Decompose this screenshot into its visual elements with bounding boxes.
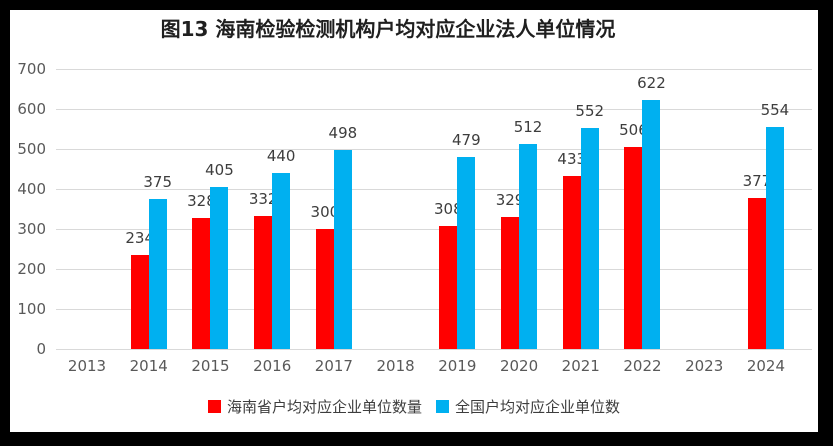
- y-axis-label-300: 300: [17, 220, 46, 238]
- bar-national-2019: [457, 157, 476, 349]
- gridline-0: [56, 348, 812, 350]
- x-axis-label-2015: 2015: [191, 357, 230, 375]
- data-label-national-2022: 622: [637, 74, 666, 92]
- data-label-hainan-2022: 506: [619, 121, 648, 139]
- bar-national-2022: [642, 100, 661, 349]
- x-axis-label-2017: 2017: [314, 357, 353, 375]
- data-label-national-2021: 552: [575, 102, 605, 120]
- bar-hainan-2024: [747, 198, 766, 349]
- x-axis-label-2020: 2020: [499, 357, 539, 375]
- data-label-hainan-2024: 377: [742, 172, 772, 190]
- bar-national-2020: [519, 144, 538, 349]
- x-axis-label-2014: 2014: [129, 357, 168, 375]
- x-axis-label-2023: 2023: [685, 357, 724, 375]
- data-label-hainan-2016: 332: [248, 190, 278, 208]
- y-axis-label-0: 0: [36, 340, 46, 358]
- y-axis-label-100: 100: [17, 300, 46, 318]
- bar-hainan-2022: [624, 147, 643, 349]
- chart-canvas: [10, 10, 818, 432]
- data-label-national-2017: 498: [328, 124, 358, 142]
- bar-hainan-2019: [439, 226, 458, 349]
- x-axis-label-2013: 2013: [67, 357, 107, 375]
- chart-title: 图13 海南检验检测机构户均对应企业法人单位情况: [160, 17, 616, 41]
- data-label-hainan-2021: 433: [557, 150, 587, 168]
- gridline-200: [56, 268, 812, 270]
- legend-item-hainan: 海南省户均对应企业单位数量: [207, 396, 422, 417]
- data-label-national-2015: 405: [205, 161, 234, 179]
- y-axis-label-200: 200: [17, 260, 46, 278]
- x-axis-label-2019: 2019: [438, 357, 477, 375]
- bar-hainan-2020: [501, 217, 520, 349]
- data-label-hainan-2017: 300: [310, 203, 340, 221]
- legend-swatch-national: [436, 400, 449, 413]
- x-axis-label-2022: 2022: [623, 357, 662, 375]
- bar-national-2017: [333, 150, 352, 349]
- y-axis-label-400: 400: [17, 180, 46, 198]
- bar-hainan-2014: [130, 255, 149, 349]
- data-label-hainan-2020: 329: [495, 191, 525, 209]
- data-label-hainan-2014: 234: [125, 229, 155, 247]
- gridline-100: [56, 308, 812, 310]
- bar-national-2014: [148, 199, 167, 349]
- bar-hainan-2017: [315, 229, 334, 349]
- bar-national-2024: [765, 127, 784, 349]
- data-label-national-2024: 554: [760, 101, 790, 119]
- gridline-400: [56, 188, 812, 190]
- legend-swatch-hainan: [207, 400, 221, 413]
- gridline-600: [56, 108, 812, 110]
- data-label-national-2020: 512: [513, 118, 543, 136]
- x-axis-label-2018: 2018: [376, 357, 415, 375]
- legend-label-national: 全国户均对应企业单位数: [455, 398, 621, 416]
- data-label-national-2016: 440: [266, 147, 296, 165]
- legend-label-hainan: 海南省户均对应企业单位数量: [226, 398, 422, 416]
- y-axis-label-700: 700: [17, 60, 46, 78]
- bar-hainan-2021: [562, 176, 581, 349]
- bar-national-2016: [272, 173, 291, 349]
- gridline-700: [56, 68, 812, 70]
- x-axis-label-2021: 2021: [561, 357, 600, 375]
- data-label-national-2014: 375: [143, 173, 173, 191]
- bar-national-2015: [210, 187, 229, 349]
- legend-item-national: 全国户均对应企业单位数: [436, 396, 620, 417]
- bar-hainan-2015: [192, 218, 211, 349]
- gridline-300: [56, 228, 812, 230]
- gridline-500: [56, 148, 812, 150]
- bar-national-2021: [580, 128, 599, 349]
- chart-legend: 海南省户均对应企业单位数量 全国户均对应企业单位数: [10, 396, 818, 417]
- data-label-hainan-2015: 328: [187, 192, 216, 210]
- data-label-hainan-2019: 308: [433, 200, 463, 218]
- y-axis-label-500: 500: [17, 140, 46, 158]
- x-axis-label-2016: 2016: [253, 357, 292, 375]
- bar-hainan-2016: [254, 216, 273, 349]
- x-axis-label-2024: 2024: [746, 357, 785, 375]
- y-axis-label-600: 600: [17, 100, 46, 118]
- data-label-national-2019: 479: [451, 131, 481, 149]
